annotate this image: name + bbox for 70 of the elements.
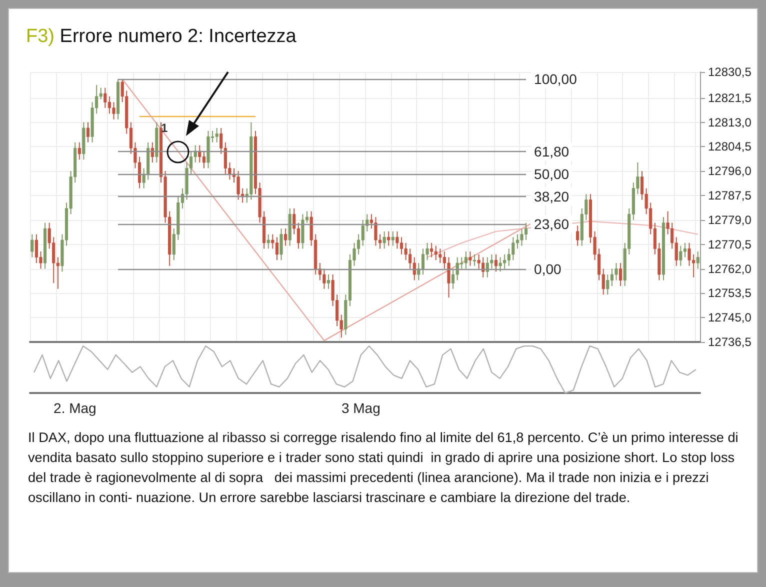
y-tick-label: 12804,5	[708, 140, 752, 154]
candlestick	[464, 251, 468, 270]
candlestick	[78, 142, 81, 160]
candlestick	[490, 254, 494, 270]
candlestick	[215, 128, 218, 143]
y-tick-label: 12821,5	[708, 90, 752, 105]
y-tick-label: 12779,0	[708, 212, 752, 227]
candlestick	[266, 234, 270, 250]
candlestick	[606, 274, 610, 296]
ref-line-label: 38,20	[534, 188, 570, 204]
candlestick	[112, 102, 116, 120]
y-tick-label: 12770,5	[708, 237, 752, 252]
candlestick	[284, 228, 288, 246]
candlestick	[520, 228, 524, 246]
candlestick	[468, 251, 472, 266]
y-tick-label: 12753,5	[708, 286, 752, 300]
candlestick	[619, 262, 622, 286]
candlestick	[396, 230, 399, 250]
y-tick-label: 12736,5	[708, 335, 752, 349]
candlestick	[696, 251, 700, 270]
candlestick	[404, 242, 408, 261]
candlestick	[679, 245, 682, 266]
y-tick-label: 12813,0	[708, 115, 752, 130]
x-tick-label: 3 Mag	[341, 400, 380, 416]
ref-line-label: 0,00	[534, 260, 562, 277]
candlestick	[202, 150, 206, 169]
annotation: 1	[161, 121, 168, 135]
candlestick	[512, 236, 515, 261]
chart-title: F3) Errore numero 2: Incertezza	[26, 26, 296, 48]
y-tick-label: 12796,0	[708, 164, 752, 178]
candlestick	[400, 236, 404, 255]
ref-line-label: 23,60	[534, 216, 570, 232]
candlestick	[477, 254, 480, 270]
candlestick	[412, 256, 416, 281]
candlestick	[198, 144, 202, 163]
candlestick	[688, 242, 691, 266]
candlestick	[576, 225, 580, 246]
ref-line-label: 100,00	[534, 71, 578, 88]
text: Il DAX, dopo una fluttuazione al ribasso si corregge risalendo fino al limite del 61,8 percento. C’è un primo interesse di vendita basato sullo stoppino superiore e i trader sono stati quindi in grado di aprire una posizione short. Lo stop loss del trade è ragionevolmente al di sopra dei massimi precedenti (linea arancione). Ma il trade non inizia e i prezzi oscillano in conti- nuazione. Un errore sarebbe lasciarsi trascinare e cambiare la direzione del trade.	[28, 429, 740, 507]
candlestick	[391, 230, 394, 246]
line-series	[426, 220, 698, 258]
candlestick	[614, 262, 618, 281]
candlestick	[498, 256, 502, 272]
candlestick	[104, 87, 107, 108]
candlestick	[275, 236, 278, 261]
candlestick	[683, 242, 687, 258]
candlestick	[456, 256, 459, 281]
y-tick-label: 12762,0	[708, 262, 752, 276]
candlestick	[494, 254, 498, 272]
candlestick	[438, 248, 442, 264]
candlestick	[374, 216, 378, 246]
ref-line-label: 50,00	[534, 166, 570, 182]
x-tick-label: 2. Mag	[54, 400, 96, 416]
candlestick	[472, 254, 476, 266]
candlestick	[280, 228, 283, 261]
y-tick-label: 12830,5	[708, 65, 752, 79]
y-tick-label: 12787,5	[708, 188, 752, 203]
candlestick	[30, 234, 34, 258]
candlestick	[326, 274, 330, 290]
candlestick	[421, 248, 425, 275]
candlestick	[301, 214, 304, 250]
candlestick	[430, 242, 434, 258]
candlestick	[86, 122, 90, 143]
candlestick	[382, 230, 386, 250]
candlestick	[387, 230, 390, 246]
y-tick-label: 12745,0	[708, 310, 752, 325]
candlestick	[322, 268, 326, 290]
ref-line-label: 61,80	[534, 144, 570, 160]
candlestick	[236, 170, 240, 200]
candlestick	[447, 256, 450, 298]
